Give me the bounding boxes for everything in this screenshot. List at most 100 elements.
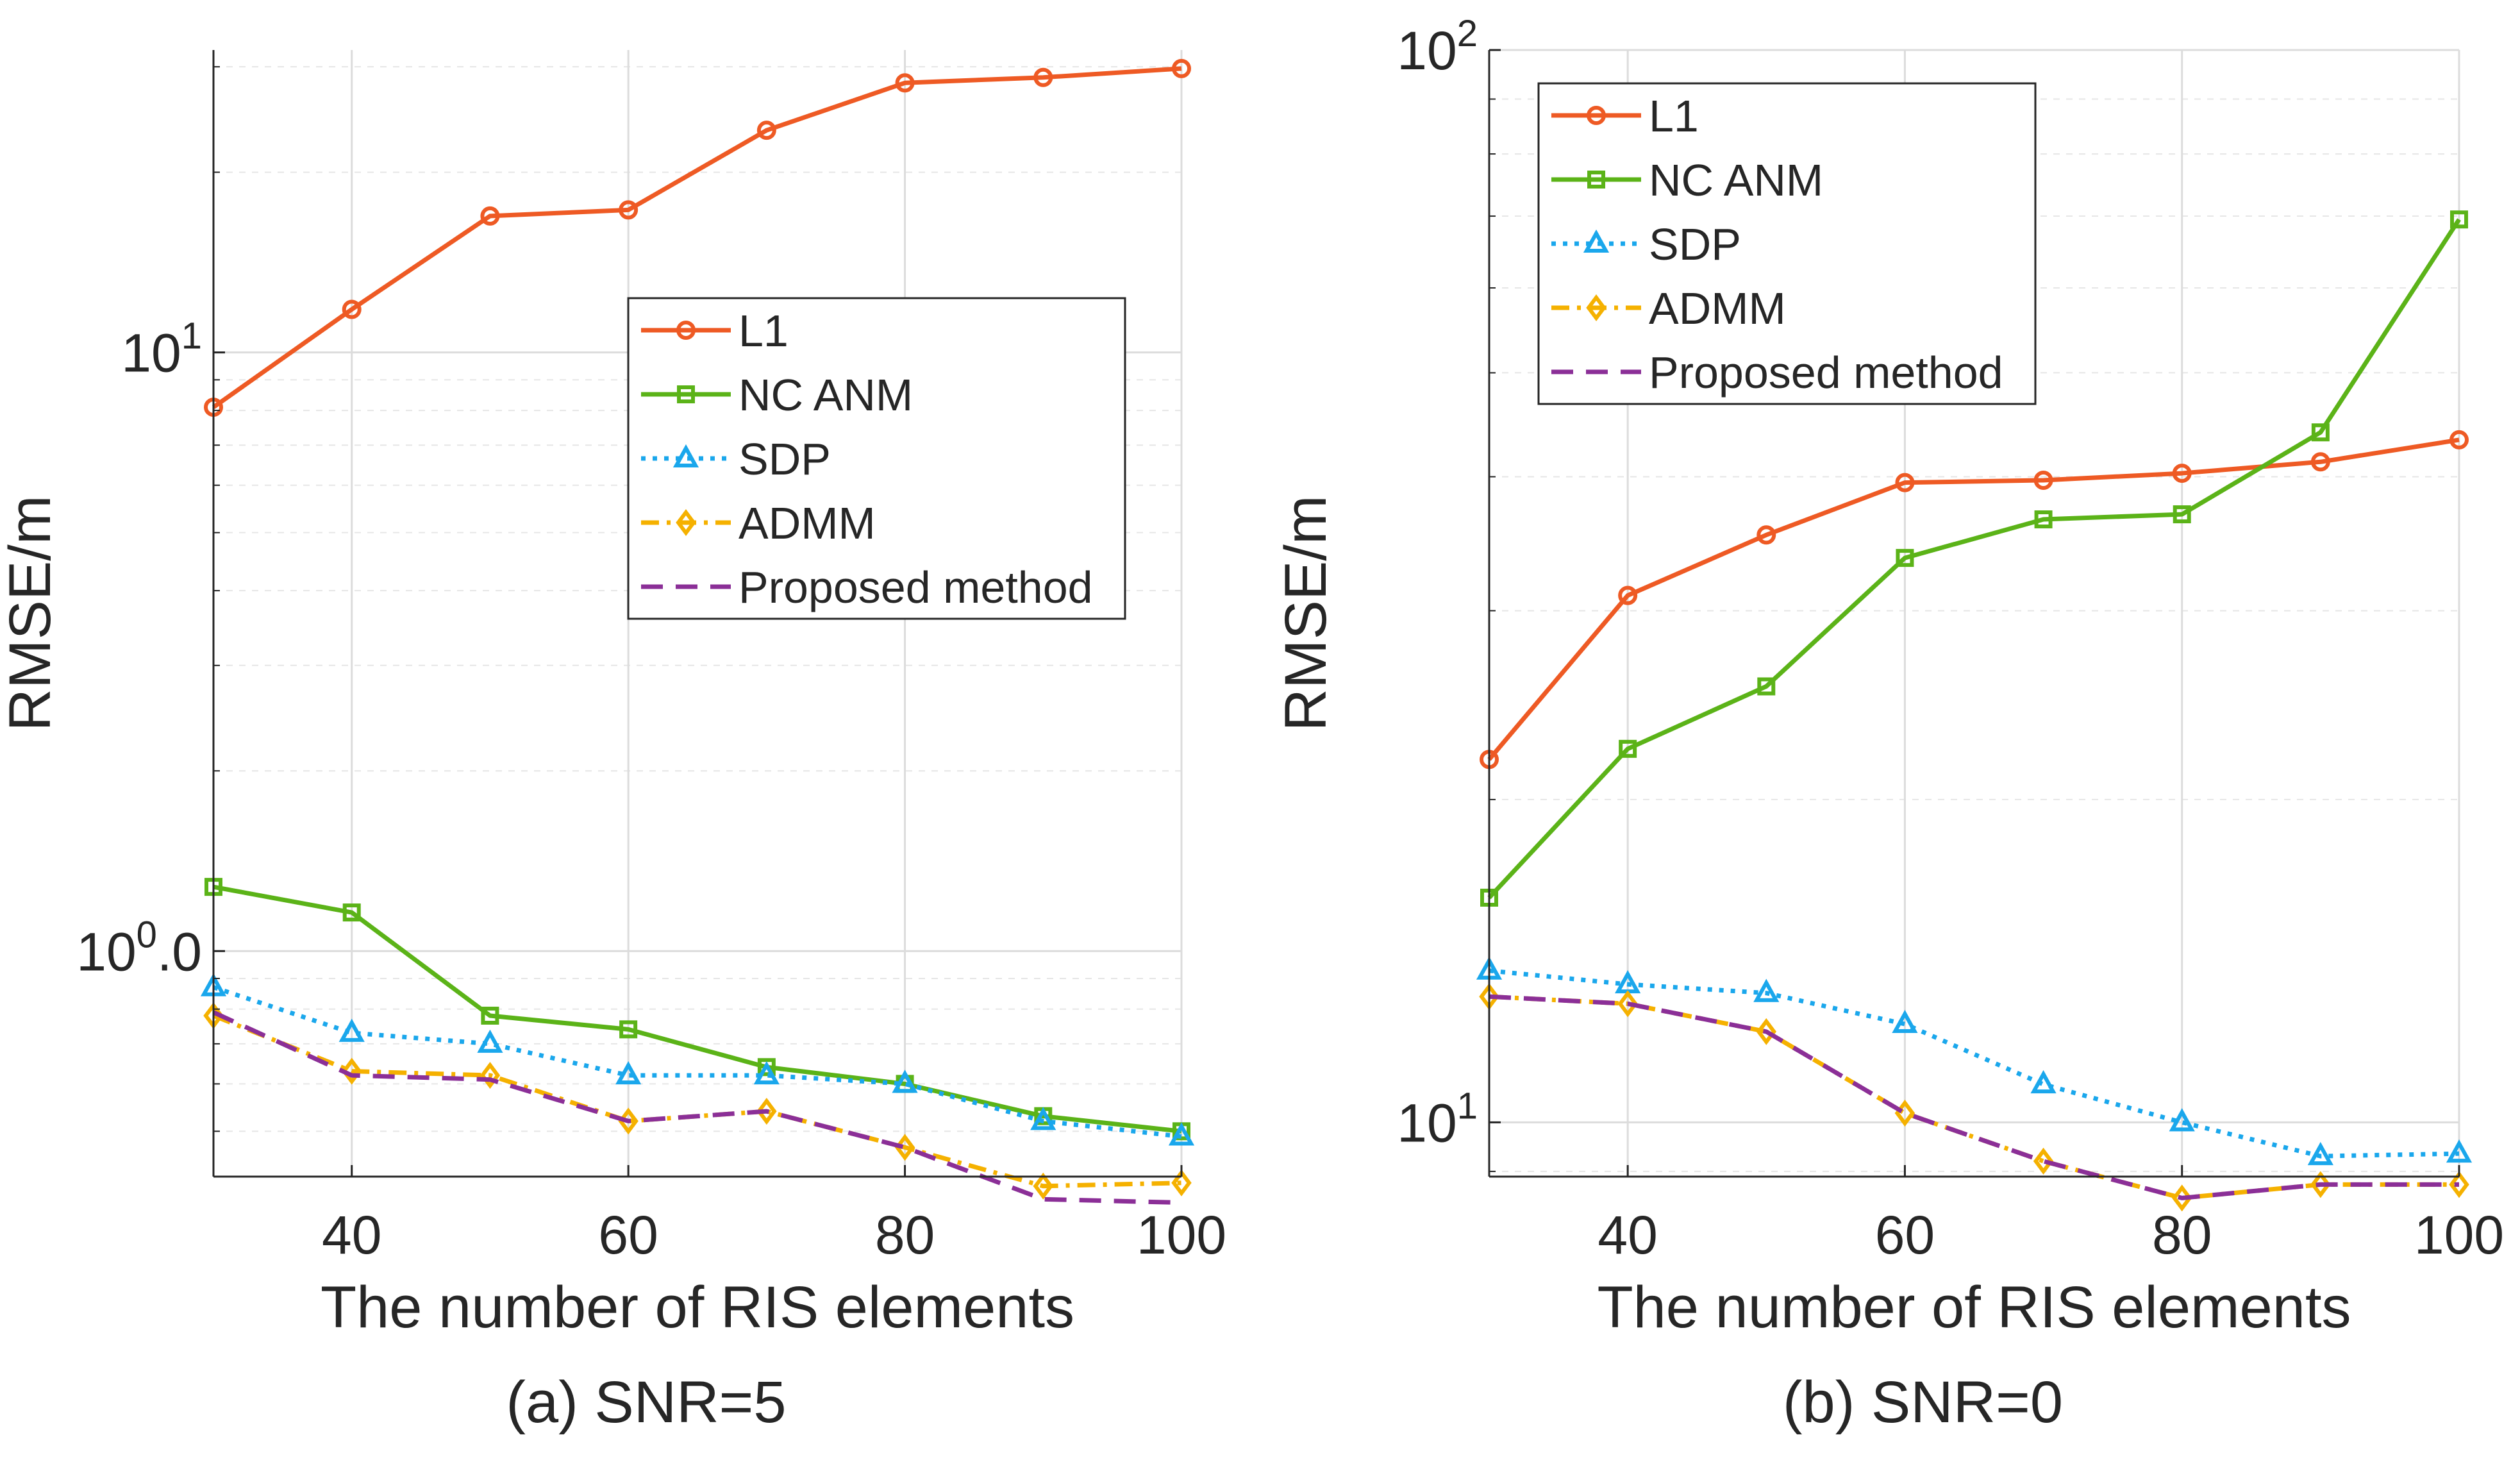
data-point: [753, 1061, 780, 1085]
legend-label: SDP: [1649, 219, 1741, 269]
y-tick-label: 101: [1397, 1085, 1478, 1153]
data-point: [1756, 525, 1776, 545]
legend-swatch-marker: [677, 385, 695, 403]
legend-label: Proposed method: [738, 562, 1093, 612]
data-point: [2446, 1139, 2473, 1163]
legend-label: Proposed method: [1649, 348, 2003, 398]
data-point: [1617, 990, 1638, 1018]
legend-label: NC ANM: [1649, 155, 1823, 205]
legend-swatch-marker: [676, 509, 696, 536]
legend-entry: SDP: [1551, 219, 1741, 269]
data-point: [1757, 677, 1776, 696]
series-line: [212, 1010, 1182, 1205]
legend: L1 NC ANM SDP ADMM Proposed method: [1537, 82, 2037, 405]
legend-swatch-marker: [676, 321, 696, 340]
data-point: [892, 1070, 918, 1093]
y-tick-base: 10: [1397, 21, 1456, 81]
x-tick-label: 40: [1598, 1205, 1657, 1265]
y-tick-base: 10: [1397, 1093, 1456, 1153]
data-point: [757, 1058, 776, 1077]
data-point: [341, 1057, 362, 1085]
data-point: [2307, 1141, 2333, 1166]
y-tick-label: 102: [1397, 13, 1478, 81]
legend-swatch-marker: [672, 444, 699, 467]
y-tick-base: 10: [76, 921, 136, 982]
series-proposed-method: [212, 1010, 1182, 1205]
legend-entry: Proposed method: [641, 562, 1093, 612]
legend-label: ADMM: [738, 498, 876, 548]
y-axis-label: RMSE/m: [1273, 496, 1339, 732]
data-point: [342, 299, 362, 319]
legend-entry: NC ANM: [641, 370, 913, 420]
legend-entry: Proposed method: [1551, 348, 2003, 398]
data-point: [2033, 470, 2053, 490]
data-point: [895, 73, 915, 93]
series-line: [212, 66, 1182, 409]
legend-entry: L1: [1551, 91, 1699, 141]
data-point: [2173, 505, 2191, 524]
data-point: [619, 200, 638, 220]
data-point: [619, 1020, 638, 1039]
panel-caption: (a) SNR=5: [506, 1370, 786, 1435]
legend-entry: ADMM: [641, 498, 876, 548]
legend-label: NC ANM: [738, 370, 913, 420]
legend-entry: ADMM: [1551, 283, 1786, 333]
data-point: [1618, 585, 1638, 605]
y-tick-label: 100.0: [76, 914, 202, 982]
x-tick-label: 80: [875, 1205, 935, 1265]
legend-label: SDP: [738, 434, 831, 484]
data-point: [481, 1006, 499, 1025]
data-point: [2310, 1171, 2331, 1198]
series-line: [1489, 994, 2459, 1200]
data-point: [1030, 1107, 1056, 1130]
panel-caption: (b) SNR=0: [1783, 1370, 2063, 1435]
data-point: [1033, 67, 1053, 87]
data-point: [1172, 58, 1191, 78]
y-axis-label: RMSE/m: [0, 496, 63, 732]
x-tick-label: 100: [1137, 1205, 1226, 1265]
data-point: [2169, 1108, 2195, 1132]
x-tick-label: 80: [2152, 1205, 2212, 1265]
x-axis-label: The number of RIS elements: [1597, 1275, 2351, 1340]
data-point: [2171, 1184, 2192, 1212]
legend-swatch-marker: [1587, 106, 1606, 125]
data-point: [1895, 473, 1915, 492]
series-line: [212, 985, 1182, 1139]
data-point: [338, 1018, 365, 1042]
data-point: [342, 903, 361, 922]
data-point: [756, 121, 776, 140]
series-sdp: [200, 973, 1195, 1146]
data-point: [477, 1029, 503, 1053]
data-point: [2033, 1147, 2054, 1175]
y-tick-exponent: 1: [181, 315, 202, 357]
data-point: [2030, 1070, 2057, 1094]
legend: L1 NC ANM SDP ADMM Proposed method: [627, 297, 1126, 620]
y-tick-exponent: 1: [1457, 1085, 1478, 1127]
legend-swatch-marker: [1587, 171, 1605, 189]
series-l1: [1480, 430, 2469, 769]
y-tick-base: 10: [121, 323, 181, 383]
series-line: [1487, 218, 2461, 900]
x-axis-label: The number of RIS elements: [321, 1275, 1074, 1340]
data-point: [480, 206, 500, 226]
series-line: [1489, 968, 2460, 1159]
legend-label: ADMM: [1649, 283, 1786, 333]
data-point: [1756, 1018, 1777, 1045]
legend-entry: NC ANM: [1551, 155, 1823, 205]
data-point: [2449, 1171, 2469, 1198]
legend-label: L1: [738, 306, 789, 356]
legend-entry: SDP: [641, 434, 831, 484]
data-point: [1753, 978, 1780, 1002]
data-point: [2172, 464, 2192, 483]
series-proposed-method: [1489, 994, 2459, 1200]
series-line: [1487, 437, 2460, 761]
legend-swatch-marker: [1586, 294, 1606, 321]
data-point: [1892, 1009, 1918, 1034]
data-point: [1033, 1172, 1054, 1200]
y-tick-exponent: 2: [1457, 13, 1478, 55]
x-tick-label: 60: [1875, 1205, 1935, 1265]
data-point: [2449, 430, 2469, 449]
legend-label: L1: [1649, 91, 1699, 141]
